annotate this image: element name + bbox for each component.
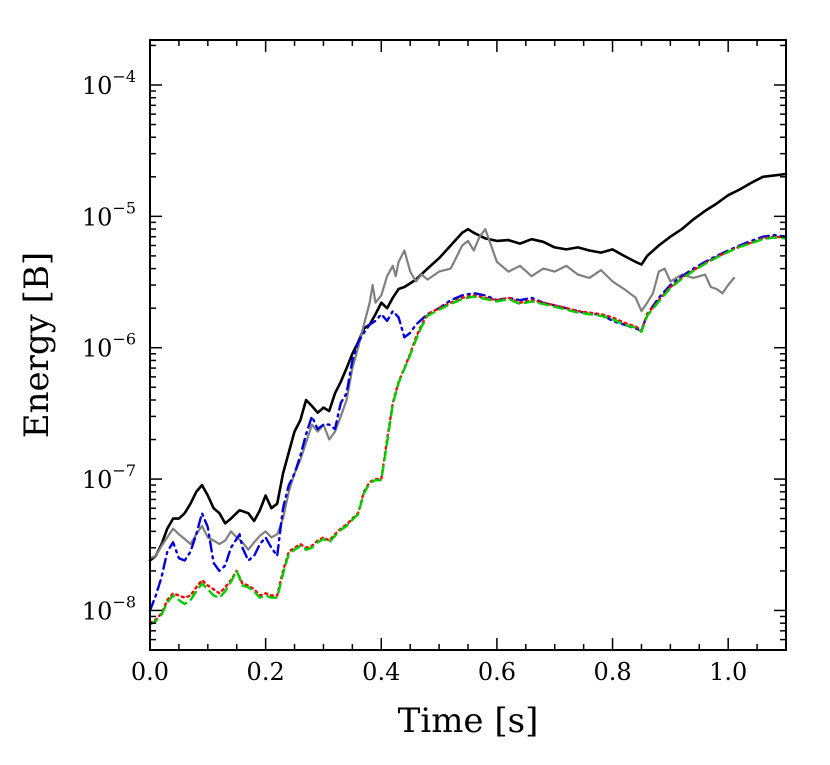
series-line-3 — [148, 233, 788, 612]
y-tick-label: 10−6 — [82, 330, 136, 363]
tick-labels-layer: 0.0 0.2 0.4 0.6 0.8 1.010−810−710−610−510−4 — [82, 67, 747, 686]
x-axis-label: Time [s] — [398, 701, 539, 741]
y-tick-label-base: 10 — [82, 466, 113, 494]
plot-frame — [149, 39, 787, 651]
y-tick-label-exponent: −6 — [112, 330, 136, 349]
y-tick-label-base: 10 — [82, 203, 113, 231]
y-tick-label-base: 10 — [82, 597, 113, 625]
x-tick-label: 0.4 — [362, 658, 400, 686]
y-tick-label-exponent: −8 — [112, 592, 136, 611]
y-tick-label-base: 10 — [82, 335, 113, 363]
x-tick-label: 0.8 — [593, 658, 631, 686]
series-layer — [148, 172, 788, 626]
x-tick-label: 1.0 — [709, 658, 747, 686]
y-axis-label: Energy [B] — [17, 252, 57, 438]
y-tick-label: 10−8 — [82, 592, 136, 625]
series-line-2 — [148, 228, 736, 560]
y-tick-label: 10−7 — [82, 461, 136, 494]
x-tick-label: 0.0 — [131, 658, 169, 686]
series-line-4 — [148, 235, 788, 625]
ticks-layer — [149, 40, 786, 651]
y-tick-label: 10−5 — [82, 198, 136, 231]
y-tick-label-exponent: −5 — [112, 198, 136, 217]
y-tick-label: 10−4 — [82, 67, 136, 100]
x-tick-label: 0.2 — [247, 658, 285, 686]
series-line-5 — [148, 236, 788, 626]
y-tick-label-base: 10 — [82, 72, 113, 100]
series-line-1 — [148, 172, 788, 562]
y-tick-label-exponent: −4 — [112, 67, 136, 86]
x-tick-label: 0.6 — [478, 658, 516, 686]
y-tick-label-exponent: −7 — [112, 461, 136, 480]
